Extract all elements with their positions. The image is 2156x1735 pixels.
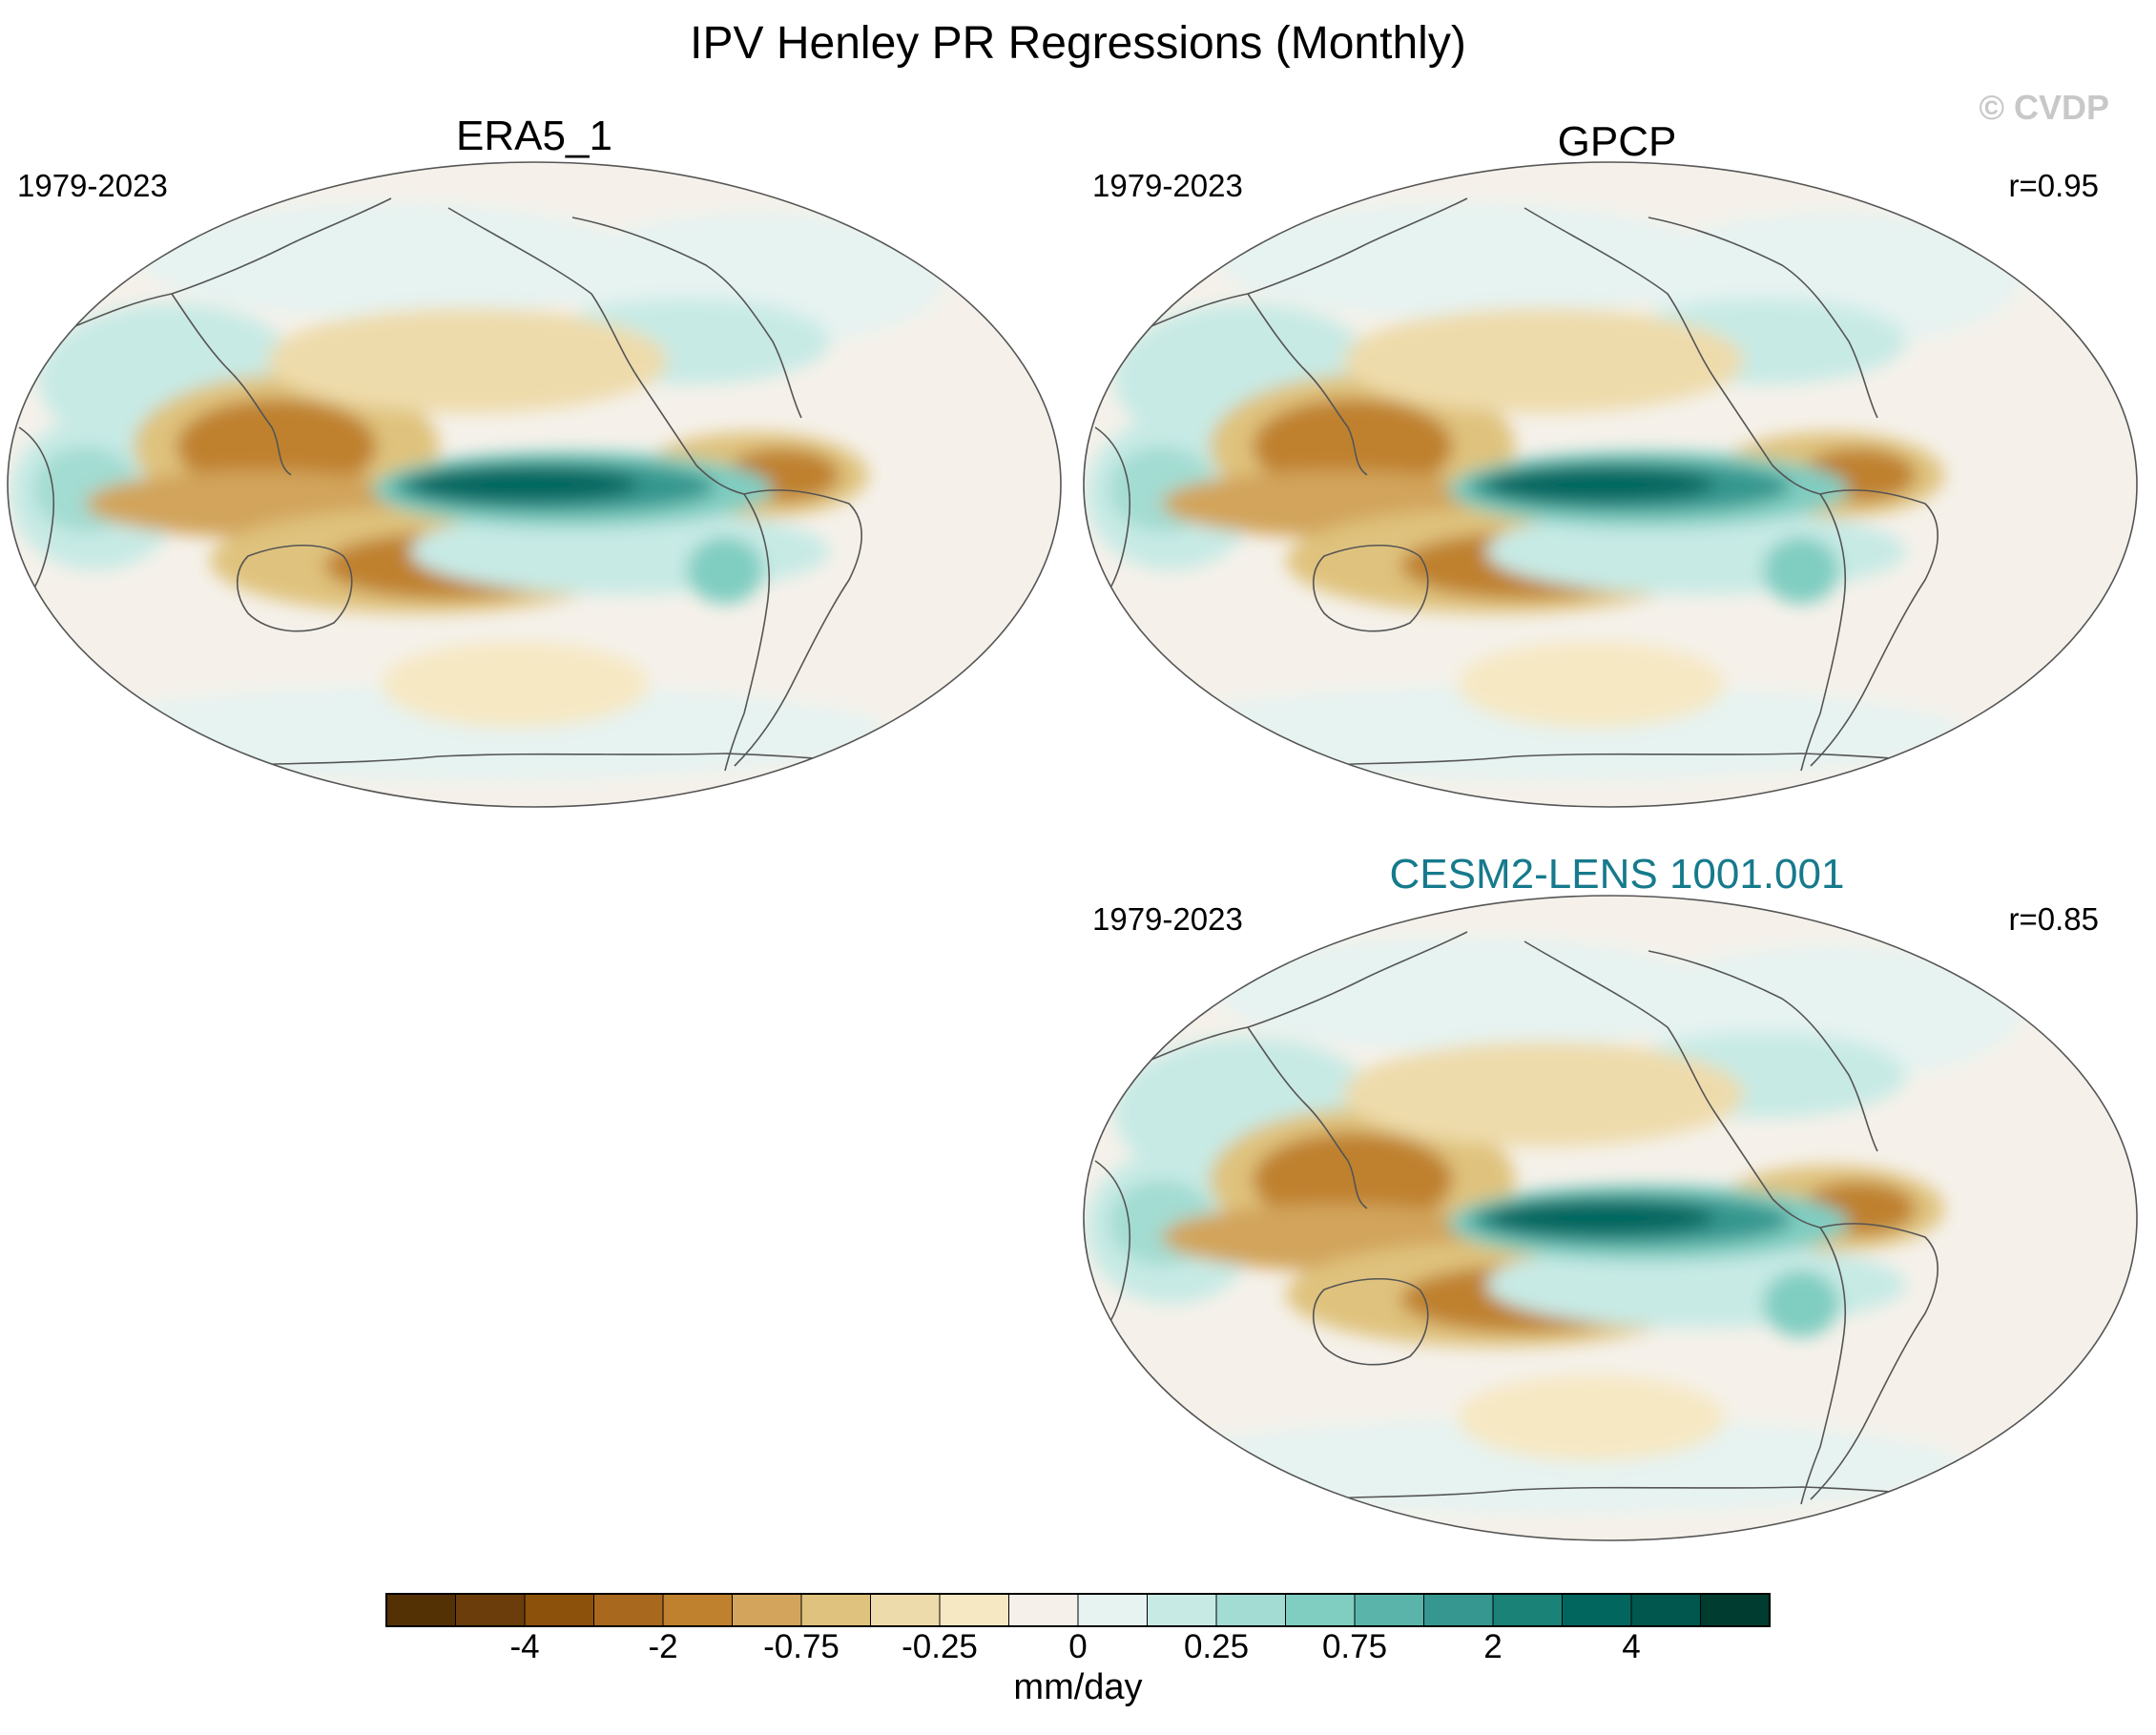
colorbar-swatch <box>1562 1593 1632 1627</box>
panel-title-gpcp: GPCP <box>1557 118 1677 165</box>
colorbar-swatch <box>524 1593 594 1627</box>
copyright-watermark: © CVDP <box>1979 88 2109 127</box>
period-label-gpcp: 1979-2023 <box>1092 168 1243 203</box>
map-era5 <box>7 161 1062 808</box>
colorbar-tick-label: -0.25 <box>902 1628 978 1665</box>
correlation-label-cesm2: r=0.85 <box>2008 901 2100 937</box>
colorbar-swatch <box>1354 1593 1424 1627</box>
panel-title-cesm2: CESM2-LENS 1001.001 <box>1389 851 1845 898</box>
panel-title-era5: ERA5_1 <box>456 113 612 159</box>
colorbar-swatch <box>1147 1593 1217 1627</box>
colorbar-swatch <box>1700 1593 1771 1627</box>
colorbar-frame <box>385 1593 1771 1627</box>
colorbar-tick-label: 0.25 <box>1183 1628 1250 1665</box>
colorbar-swatch <box>1008 1593 1079 1627</box>
colorbar-tick-label: -2 <box>648 1628 678 1665</box>
colorbar-swatch <box>800 1593 871 1627</box>
colorbar-swatch <box>870 1593 941 1627</box>
colorbar-swatch <box>662 1593 733 1627</box>
colorbar-tick-label: 2 <box>1483 1628 1503 1665</box>
colorbar-tick-label: 4 <box>1622 1628 1641 1665</box>
map-gpcp <box>1083 161 2138 808</box>
colorbar-tick-label: -0.75 <box>763 1628 840 1665</box>
colorbar-swatch <box>732 1593 802 1627</box>
colorbar <box>385 1593 1771 1627</box>
colorbar-swatch <box>385 1593 456 1627</box>
colorbar-tick-label: 0 <box>1068 1628 1088 1665</box>
period-label-era5: 1979-2023 <box>17 168 168 203</box>
colorbar-swatch <box>1285 1593 1356 1627</box>
colorbar-swatch <box>593 1593 664 1627</box>
correlation-label-gpcp: r=0.95 <box>2008 168 2100 203</box>
colorbar-tick-label: 0.75 <box>1321 1628 1388 1665</box>
map-cesm2 <box>1083 895 2138 1541</box>
period-label-cesm2: 1979-2023 <box>1092 901 1243 937</box>
colorbar-swatch <box>1077 1593 1148 1627</box>
figure-title: IPV Henley PR Regressions (Monthly) <box>690 18 1466 69</box>
colorbar-swatch <box>1630 1593 1701 1627</box>
colorbar-swatch <box>455 1593 526 1627</box>
colorbar-swatch <box>1492 1593 1563 1627</box>
colorbar-swatch <box>939 1593 1009 1627</box>
colorbar-units: mm/day <box>1013 1667 1143 1707</box>
colorbar-swatch <box>1215 1593 1286 1627</box>
colorbar-swatch <box>1423 1593 1494 1627</box>
colorbar-tick-label: -4 <box>509 1628 540 1665</box>
